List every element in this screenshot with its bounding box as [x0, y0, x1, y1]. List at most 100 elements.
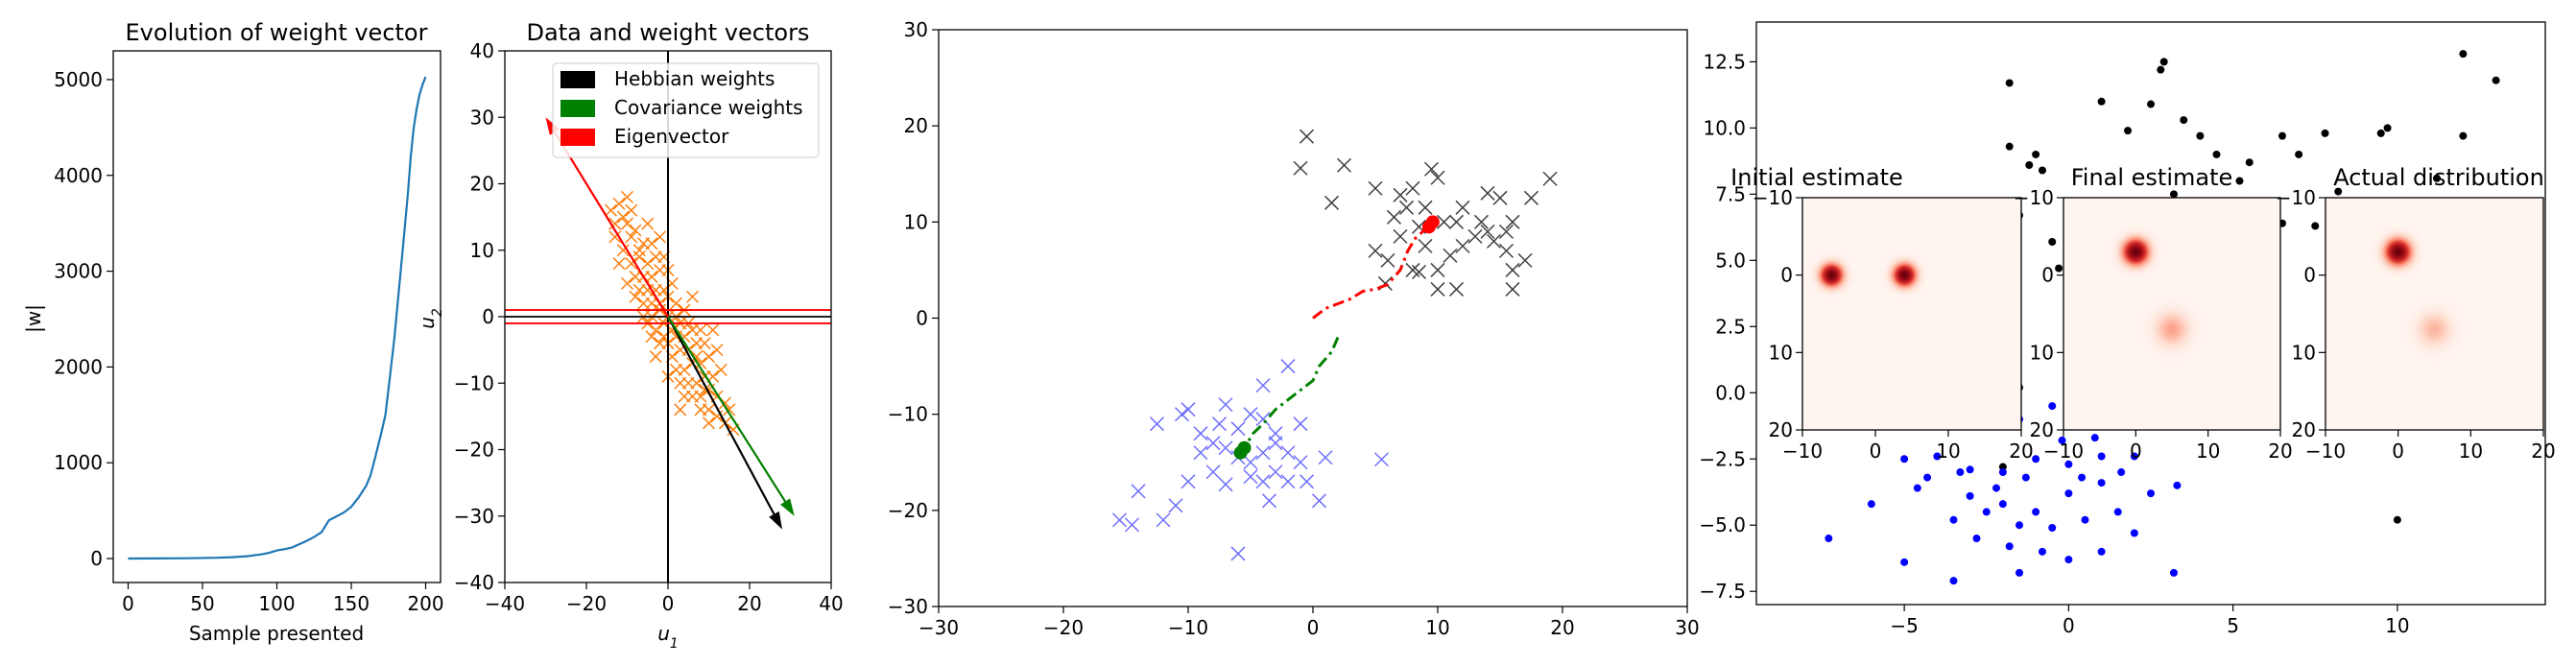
data-point [653, 230, 667, 244]
cluster-point [1174, 407, 1190, 422]
y-tick-label: 30 [904, 18, 928, 41]
x-tick-label: 0 [662, 592, 675, 615]
cluster-point [1393, 187, 1408, 202]
y-tick-label: 2.5 [1715, 315, 1746, 338]
background-point [1966, 465, 1974, 474]
y-tick-label: 20 [1769, 418, 1793, 441]
cluster-point [1542, 171, 1558, 186]
cluster-point [1280, 445, 1296, 461]
x-tick-label: −40 [485, 592, 525, 615]
y-tick-label: 7.5 [1715, 182, 1746, 205]
cluster-point [1436, 214, 1452, 229]
x-tick-label: −30 [918, 616, 959, 639]
y-tick-label: 10 [2292, 341, 2316, 364]
y-tick-label: 12.5 [1703, 50, 1746, 73]
data-point [616, 210, 630, 224]
cluster-point [1492, 190, 1508, 205]
cluster-point [1218, 397, 1233, 413]
cluster-point [1193, 445, 1208, 461]
cluster-point [1368, 243, 1383, 258]
x-tick-label: 20 [2009, 440, 2033, 463]
data-point [629, 224, 642, 237]
y-tick-label: −40 [454, 571, 494, 594]
x-tick-label: 0 [2063, 614, 2075, 637]
cluster-point [1131, 484, 1146, 499]
x-tick-label: −5 [1890, 614, 1918, 637]
data-point [710, 344, 724, 357]
y-tick-label: 0.0 [1715, 381, 1746, 404]
data-point [674, 403, 687, 416]
cluster-point [1405, 180, 1420, 196]
cluster-point [1398, 200, 1415, 215]
cluster-point [1181, 474, 1196, 489]
axes-frame [2063, 197, 2281, 431]
x-tick-label: −10 [2305, 440, 2346, 463]
cluster-point [1255, 412, 1271, 427]
cluster-point [1230, 546, 1246, 561]
y-tick-label: 5000 [54, 68, 103, 91]
background-point [2005, 79, 2014, 87]
x-tick-label: 20 [737, 592, 761, 615]
background-point [2005, 142, 2014, 151]
y-tick-label: −30 [888, 595, 928, 618]
y-tick-label: −10 [1753, 186, 1793, 209]
heatmap-blob [2365, 219, 2431, 285]
background-point [1966, 491, 1974, 500]
x-tick-label: 0 [1307, 616, 1320, 639]
cluster-point [1293, 455, 1308, 470]
cluster-point [1299, 129, 1315, 144]
data-point [694, 323, 707, 337]
cluster-point [1293, 416, 1308, 432]
data-point [620, 276, 634, 290]
cluster-point [1505, 262, 1520, 277]
background-point [2015, 521, 2023, 530]
y-tick-label: 0 [482, 305, 494, 328]
x-tick-label: 5 [2227, 614, 2239, 637]
data-point [608, 217, 622, 230]
x-tick-label: −20 [1043, 616, 1084, 639]
background-point [2081, 515, 2089, 524]
cluster-tracks-panel: −30 −20 −10 0 10 20 30 −30 −20 −10 0 10 20 30 [888, 18, 1700, 639]
x-tick-label: −10 [1168, 616, 1208, 639]
cluster-point [1243, 407, 1258, 422]
x-tick-label: 30 [1675, 616, 1699, 639]
background-point [2097, 97, 2106, 106]
y-tick-label: 3000 [54, 260, 103, 283]
cluster-point [1280, 474, 1296, 489]
y-tick-label: 0 [2303, 264, 2316, 287]
y-tick-label: 5.0 [1715, 249, 1746, 272]
background-point [1933, 452, 1942, 461]
axes-frame [2325, 197, 2544, 431]
y-tick-label: 10 [904, 210, 928, 233]
cluster-point [1443, 248, 1458, 263]
cluster-center-point [1233, 445, 1248, 460]
background-point [2169, 568, 2178, 577]
weight-norm-xlabel: Sample presented [189, 622, 364, 645]
y-tick-label: −30 [454, 505, 494, 528]
data-point [669, 297, 683, 310]
x-tick-label: 20 [2531, 440, 2555, 463]
legend-label-eigenvector: Eigenvector [614, 125, 729, 148]
background-point [2157, 65, 2165, 74]
data-point [698, 337, 711, 350]
heatmap-blob [2391, 285, 2478, 373]
cluster-point [1373, 452, 1390, 467]
background-point [2078, 473, 2087, 482]
data-point [714, 363, 727, 376]
background-point [2048, 402, 2057, 411]
background-point [2064, 489, 2073, 498]
y-tick-label: −10 [888, 403, 928, 426]
y-tick-label: −20 [888, 499, 928, 522]
x-tick-label: 150 [333, 592, 370, 615]
background-point [2130, 529, 2138, 537]
background-point [1998, 468, 2007, 477]
background-point [2432, 174, 2441, 182]
weight-arrow-shaft [553, 131, 669, 318]
center-track [1243, 336, 1340, 449]
cluster-point [1111, 512, 1128, 528]
y-tick-label: 0 [2041, 264, 2054, 287]
background-point [2025, 160, 2034, 169]
background-point [2383, 124, 2392, 132]
background-point [1949, 577, 1958, 585]
